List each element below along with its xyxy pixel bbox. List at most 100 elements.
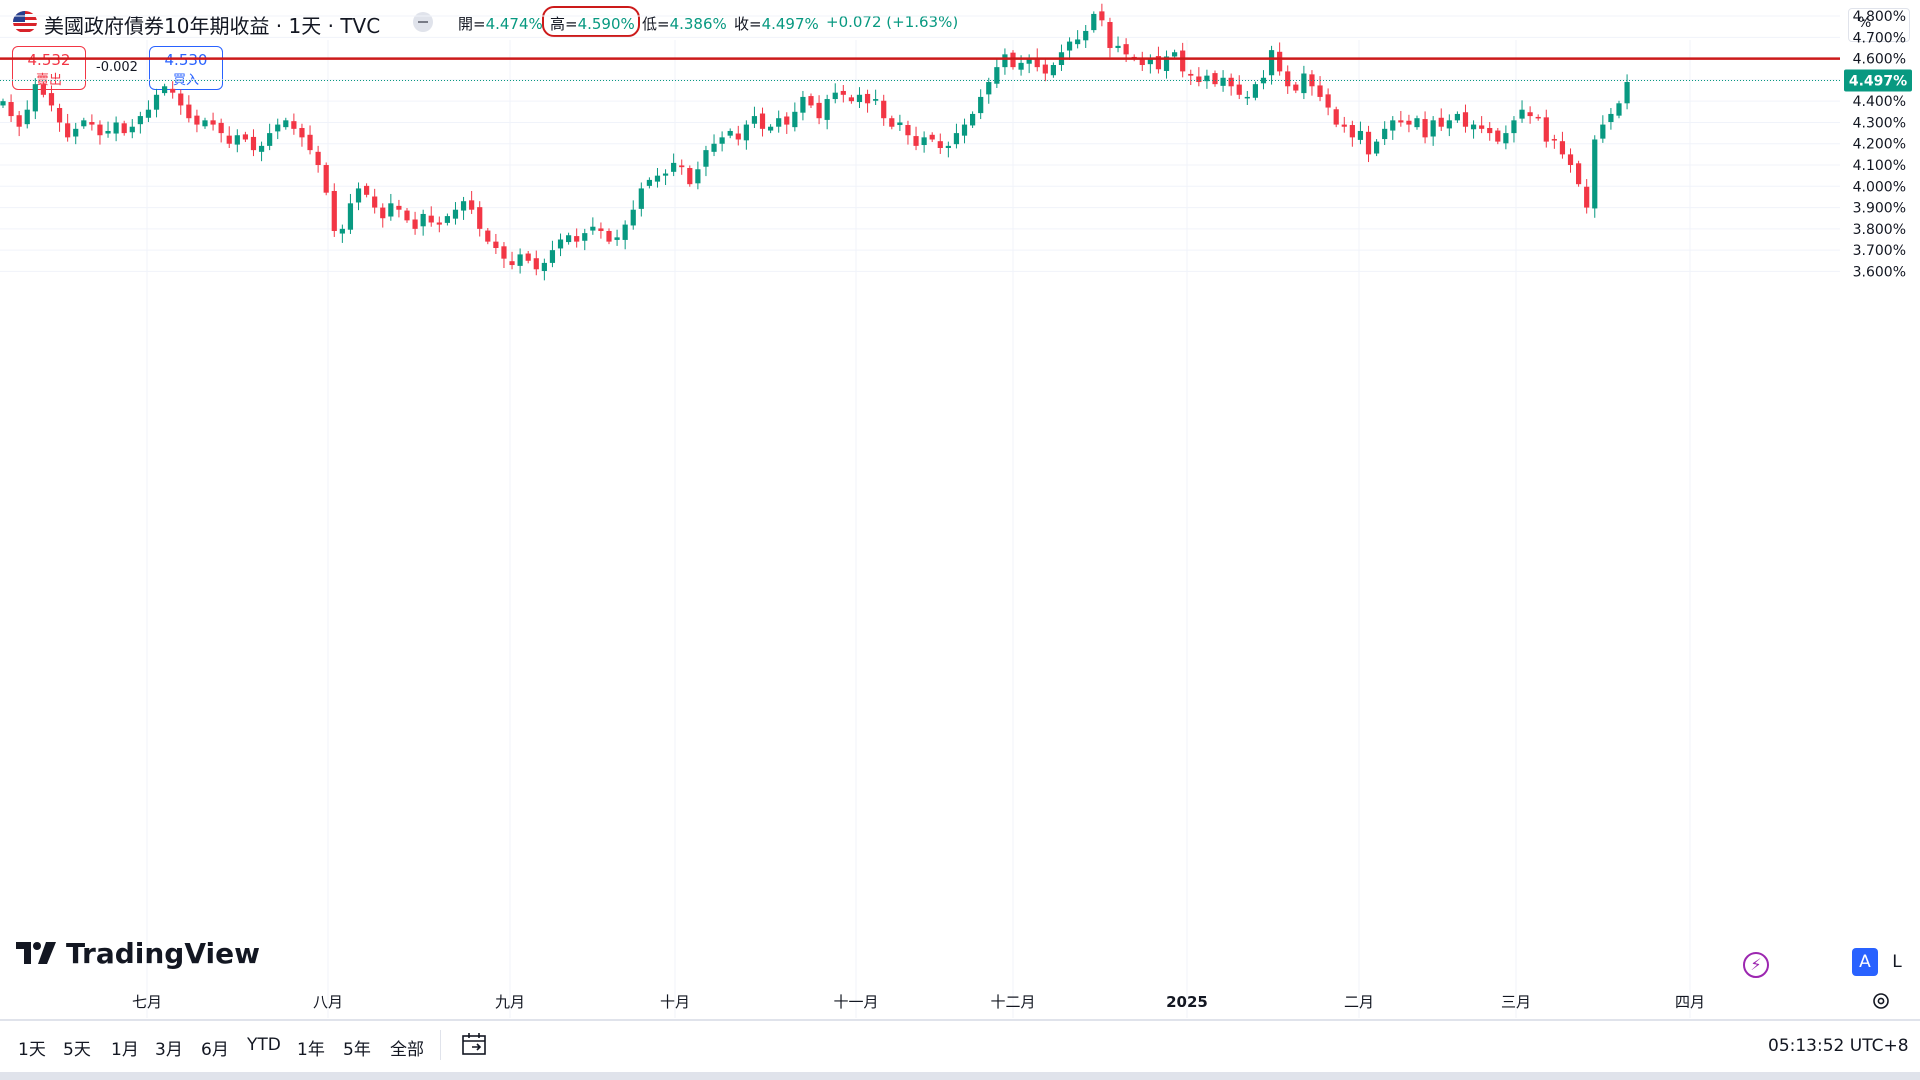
candle-body: [56, 107, 63, 123]
candle-body: [1325, 94, 1331, 108]
candle-body: [48, 93, 55, 106]
candle-body: [1487, 127, 1493, 134]
buy-button[interactable]: 4.530 買入: [149, 46, 223, 90]
candle-body: [1414, 118, 1420, 128]
range-button-6[interactable]: 1年: [297, 1040, 325, 1060]
candle-body: [905, 125, 911, 136]
candle-body: [1123, 44, 1129, 55]
toolbar-separator: [440, 1030, 441, 1060]
candle-body: [1406, 120, 1412, 125]
candle-body: [557, 239, 564, 249]
candle-body: [1398, 120, 1404, 123]
candle-body: [1462, 112, 1469, 127]
candle-body: [170, 88, 176, 93]
candle-body: [913, 136, 919, 146]
candle-body: [800, 96, 806, 113]
range-button-2[interactable]: 1月: [111, 1040, 139, 1060]
auto-scale-button[interactable]: A: [1852, 948, 1878, 976]
price-chart[interactable]: 3.600% 3.700% 3.800% 3.900% 4.000% 4.100% 4.20…: [0, 0, 1920, 1020]
ohlc-open: 開=4.474%: [458, 15, 543, 33]
candle-body: [1010, 52, 1016, 68]
candle-body: [921, 137, 927, 146]
x-tick-label: 十一月: [833, 993, 878, 1011]
buy-label: 買入: [172, 73, 199, 88]
candle-body: [1479, 125, 1485, 129]
candle-body: [533, 258, 539, 270]
range-button-3[interactable]: 3月: [155, 1040, 183, 1060]
candle-body: [1341, 124, 1347, 127]
log-scale-button[interactable]: L: [1892, 952, 1902, 972]
candle-body: [1357, 130, 1364, 140]
candle-body: [953, 133, 960, 145]
candle-body: [469, 200, 475, 210]
settings-gear-icon[interactable]: [1870, 990, 1892, 1012]
candle-body: [630, 209, 636, 226]
ohlc-low: 低=4.386%: [642, 15, 727, 33]
range-button-0[interactable]: 1天: [18, 1040, 46, 1060]
x-tick-label: 十二月: [990, 993, 1035, 1011]
candle-body: [234, 135, 240, 145]
y-tick-label: 3.800%: [1853, 222, 1906, 238]
candle-body: [517, 254, 523, 266]
candle-body: [372, 196, 378, 208]
candle-body: [598, 228, 604, 231]
candle-body: [1317, 85, 1323, 97]
candle-body: [1616, 103, 1622, 116]
candle-body: [1333, 109, 1339, 125]
sell-price: 4.532: [27, 51, 71, 69]
candle-body: [1608, 113, 1614, 123]
candle-body: [121, 123, 127, 134]
candle-body: [1220, 77, 1226, 86]
candle-body: [525, 253, 531, 261]
candle-body: [792, 111, 798, 128]
candle-body: [162, 86, 168, 94]
candle-body: [460, 201, 467, 211]
candle-body: [509, 261, 515, 266]
candle-body: [614, 237, 620, 240]
candle-body: [1252, 84, 1258, 98]
candle-body: [719, 137, 725, 144]
candle-body: [493, 241, 499, 249]
candle-body: [194, 115, 200, 125]
range-button-1[interactable]: 5天: [63, 1040, 91, 1060]
candle-body: [703, 150, 709, 167]
date-range-icon[interactable]: [460, 1031, 490, 1059]
clock-display[interactable]: 05:13:52 UTC+8: [1768, 1036, 1909, 1056]
candle-body: [1543, 117, 1549, 142]
candle-body: [477, 207, 483, 229]
candle-body: [347, 203, 354, 230]
range-button-5[interactable]: YTD: [247, 1035, 281, 1055]
y-tick-label: 4.300%: [1853, 115, 1906, 131]
candle-body: [840, 90, 846, 95]
candle-body: [1066, 41, 1073, 51]
y-tick-label: 4.000%: [1853, 179, 1906, 195]
candle-body: [808, 96, 814, 106]
candle-body: [541, 262, 547, 271]
grid-lines: [0, 15, 1840, 1018]
candle-body: [153, 94, 160, 110]
candle-body: [1139, 59, 1145, 66]
candle-body: [549, 250, 556, 263]
candle-body: [574, 236, 580, 242]
candle-body: [444, 216, 450, 223]
candle-body: [1212, 73, 1218, 85]
bottom-strip: [0, 1072, 1920, 1080]
candle-body: [420, 213, 426, 227]
candle-body: [1002, 54, 1008, 68]
candle-body: [654, 175, 661, 182]
symbol-title[interactable]: 美國政府債券10年期收益 · 1天 · TVC: [44, 14, 381, 38]
range-button-8[interactable]: 全部: [390, 1040, 424, 1060]
candle-body: [1147, 58, 1153, 65]
collapse-legend-button[interactable]: [413, 12, 433, 32]
candle-body: [1180, 50, 1186, 72]
range-button-7[interactable]: 5年: [343, 1040, 371, 1060]
candle-body: [73, 128, 79, 137]
scale-percent-button[interactable]: %: [1848, 8, 1910, 42]
candle-body: [889, 118, 895, 127]
candle-body: [848, 97, 854, 102]
lightning-icon[interactable]: ⚡: [1743, 952, 1769, 978]
candle-body: [687, 167, 693, 185]
candle-body: [1559, 141, 1566, 155]
candle-body: [436, 222, 442, 225]
range-button-4[interactable]: 6月: [201, 1040, 229, 1060]
